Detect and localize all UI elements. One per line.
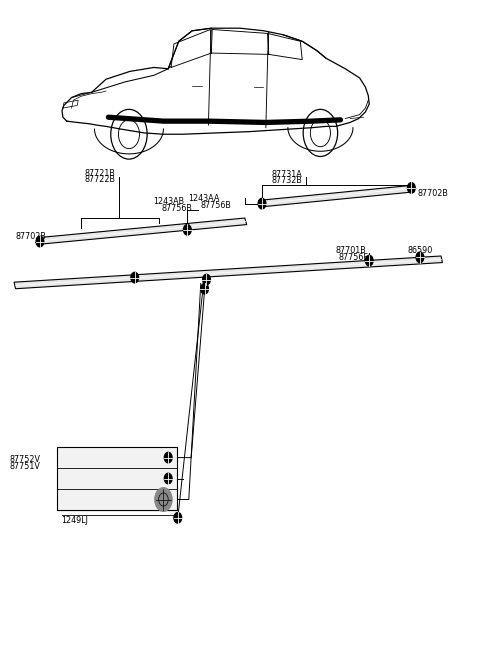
Circle shape — [131, 272, 139, 283]
Text: 87751V: 87751V — [9, 462, 40, 471]
Text: 87721B: 87721B — [85, 169, 116, 178]
Text: 87701B: 87701B — [336, 246, 366, 255]
Circle shape — [36, 236, 44, 247]
Circle shape — [174, 512, 181, 523]
Text: 87702B: 87702B — [417, 189, 448, 197]
Circle shape — [203, 274, 210, 285]
Text: 87756T: 87756T — [76, 499, 107, 508]
Polygon shape — [38, 218, 247, 244]
Circle shape — [201, 283, 208, 294]
Circle shape — [164, 474, 172, 483]
Text: 87757T: 87757T — [67, 492, 97, 501]
Text: 1243AA: 1243AA — [189, 194, 220, 203]
Text: 87756B: 87756B — [161, 204, 192, 213]
Text: 87722B: 87722B — [85, 175, 116, 184]
Circle shape — [164, 453, 172, 463]
Text: 87756F: 87756F — [338, 253, 368, 262]
Text: 87752V: 87752V — [9, 455, 40, 464]
Text: 87732B: 87732B — [272, 176, 302, 184]
Text: 1249LJ: 1249LJ — [61, 516, 88, 525]
Text: 87702B: 87702B — [15, 232, 46, 241]
Circle shape — [416, 252, 424, 262]
Circle shape — [155, 487, 172, 511]
Text: 87756J: 87756J — [72, 474, 99, 483]
Text: 86590: 86590 — [408, 246, 432, 255]
Circle shape — [365, 255, 373, 266]
Polygon shape — [14, 256, 443, 289]
Circle shape — [258, 198, 266, 209]
Text: 1730AA: 1730AA — [67, 453, 98, 462]
Text: 87731A: 87731A — [272, 170, 302, 178]
Circle shape — [183, 224, 191, 235]
Text: 87756B: 87756B — [201, 201, 231, 210]
Circle shape — [408, 182, 415, 193]
Polygon shape — [259, 185, 414, 207]
Bar — [57, 447, 177, 510]
Text: 1243AB: 1243AB — [154, 197, 185, 205]
